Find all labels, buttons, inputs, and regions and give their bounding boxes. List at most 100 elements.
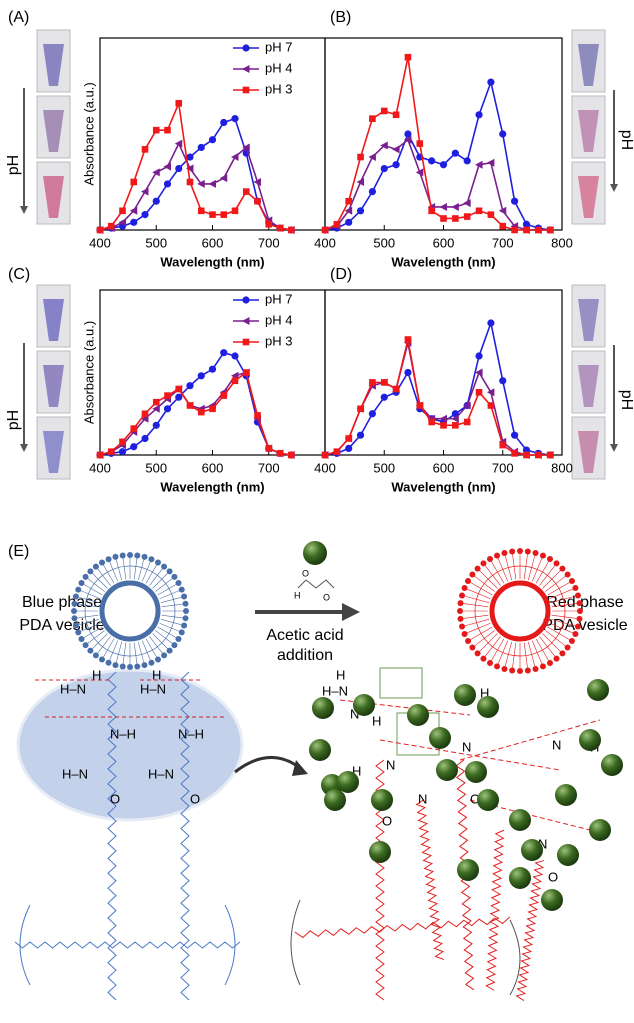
lipid-head [577, 608, 583, 614]
marker [96, 226, 104, 234]
atom-label: H [152, 667, 161, 682]
lipid-head [78, 580, 85, 586]
lipid-head [572, 630, 579, 637]
lipid-head [487, 556, 493, 563]
bond [459, 719, 601, 761]
bracket [19, 904, 31, 986]
lipid-tail [115, 559, 123, 581]
lipid-tail [78, 618, 100, 626]
lipid-head [494, 552, 501, 559]
lipid-head [141, 553, 148, 560]
lipid-tail [115, 641, 123, 663]
marker [141, 211, 149, 219]
lipid-head [119, 552, 126, 559]
marker [439, 414, 447, 423]
x-tick-label: 500 [145, 235, 167, 250]
acid-sphere [509, 809, 531, 831]
lipid-tail [485, 565, 501, 586]
marker [475, 160, 483, 169]
lipid-tail [97, 636, 111, 654]
lipid-head [127, 664, 133, 670]
lipid-head [524, 667, 531, 674]
lipid-tail [479, 633, 498, 652]
lipid-tail [551, 603, 577, 608]
vial-liquid [578, 431, 599, 473]
lipid-head [75, 629, 82, 636]
vial-liquid [43, 176, 64, 218]
lipid-tail [463, 603, 489, 608]
marker [511, 226, 518, 234]
acid-sphere [477, 696, 499, 718]
y-axis-label: Absorbance (a.u.) [81, 82, 96, 185]
marker [242, 369, 250, 376]
legend-label: pH 3 [265, 81, 292, 96]
lipid-tail [550, 595, 576, 604]
marker [499, 222, 507, 230]
lipid-head [564, 571, 571, 578]
legend-label: pH 7 [265, 291, 292, 306]
lipid-tail [550, 618, 576, 627]
marker [287, 226, 295, 234]
panel-label: (C) [8, 266, 30, 283]
marker [130, 178, 138, 186]
lipid-tail [97, 568, 111, 586]
marker [220, 392, 228, 399]
lipid-head [127, 552, 133, 558]
atom-label: O [382, 813, 392, 828]
lipid-head [171, 642, 178, 649]
lipid-tail [531, 640, 543, 664]
lipid-tail [497, 640, 509, 664]
marker [242, 296, 250, 304]
marker [392, 161, 400, 169]
acid-sphere [407, 704, 429, 726]
x-tick-label: 700 [492, 460, 514, 475]
acid-sphere [541, 889, 563, 911]
marker [163, 162, 171, 171]
atom-label: H [372, 713, 381, 728]
acid-sphere [557, 844, 579, 866]
highlight-region [16, 668, 244, 822]
legend-label: pH 4 [265, 60, 292, 75]
marker [242, 338, 250, 346]
marker [130, 443, 138, 451]
atom-label: O [110, 791, 120, 806]
lipid-head [182, 615, 189, 622]
lipid-head [539, 663, 546, 670]
atom-label: H–N [62, 766, 88, 781]
marker [404, 130, 412, 138]
lipid-head [553, 655, 560, 662]
marker [197, 143, 205, 152]
series-line [99, 141, 292, 231]
marker [253, 178, 261, 186]
lipid-head [78, 636, 85, 642]
bracket [224, 904, 236, 986]
lipid-head [175, 636, 182, 642]
lipid-tail [161, 614, 183, 619]
lipid-tail [133, 642, 138, 664]
lipid-tail [141, 640, 151, 661]
lipid-tail [87, 578, 105, 592]
lipid-head [82, 573, 89, 580]
lipid-head [459, 623, 466, 630]
marker [209, 211, 216, 218]
lipid-head [564, 644, 571, 651]
lipid-head [92, 563, 99, 570]
atom-label: H [92, 667, 101, 682]
lipid-head [178, 629, 185, 636]
marker [344, 206, 353, 215]
lipid-tail [103, 564, 115, 584]
x-tick-label: 700 [258, 235, 280, 250]
atom-label: O [190, 791, 200, 806]
marker [475, 207, 483, 215]
arrow-label: Acetic acid [266, 627, 343, 644]
lipid-head [457, 608, 463, 614]
marker [357, 405, 364, 413]
lipid-tail [109, 640, 119, 661]
marker [452, 215, 459, 222]
lipid-tail [527, 641, 536, 667]
lipid-head [524, 548, 531, 555]
marker [119, 438, 126, 446]
vial-liquid [578, 110, 599, 152]
lipid-tail [137, 559, 145, 581]
